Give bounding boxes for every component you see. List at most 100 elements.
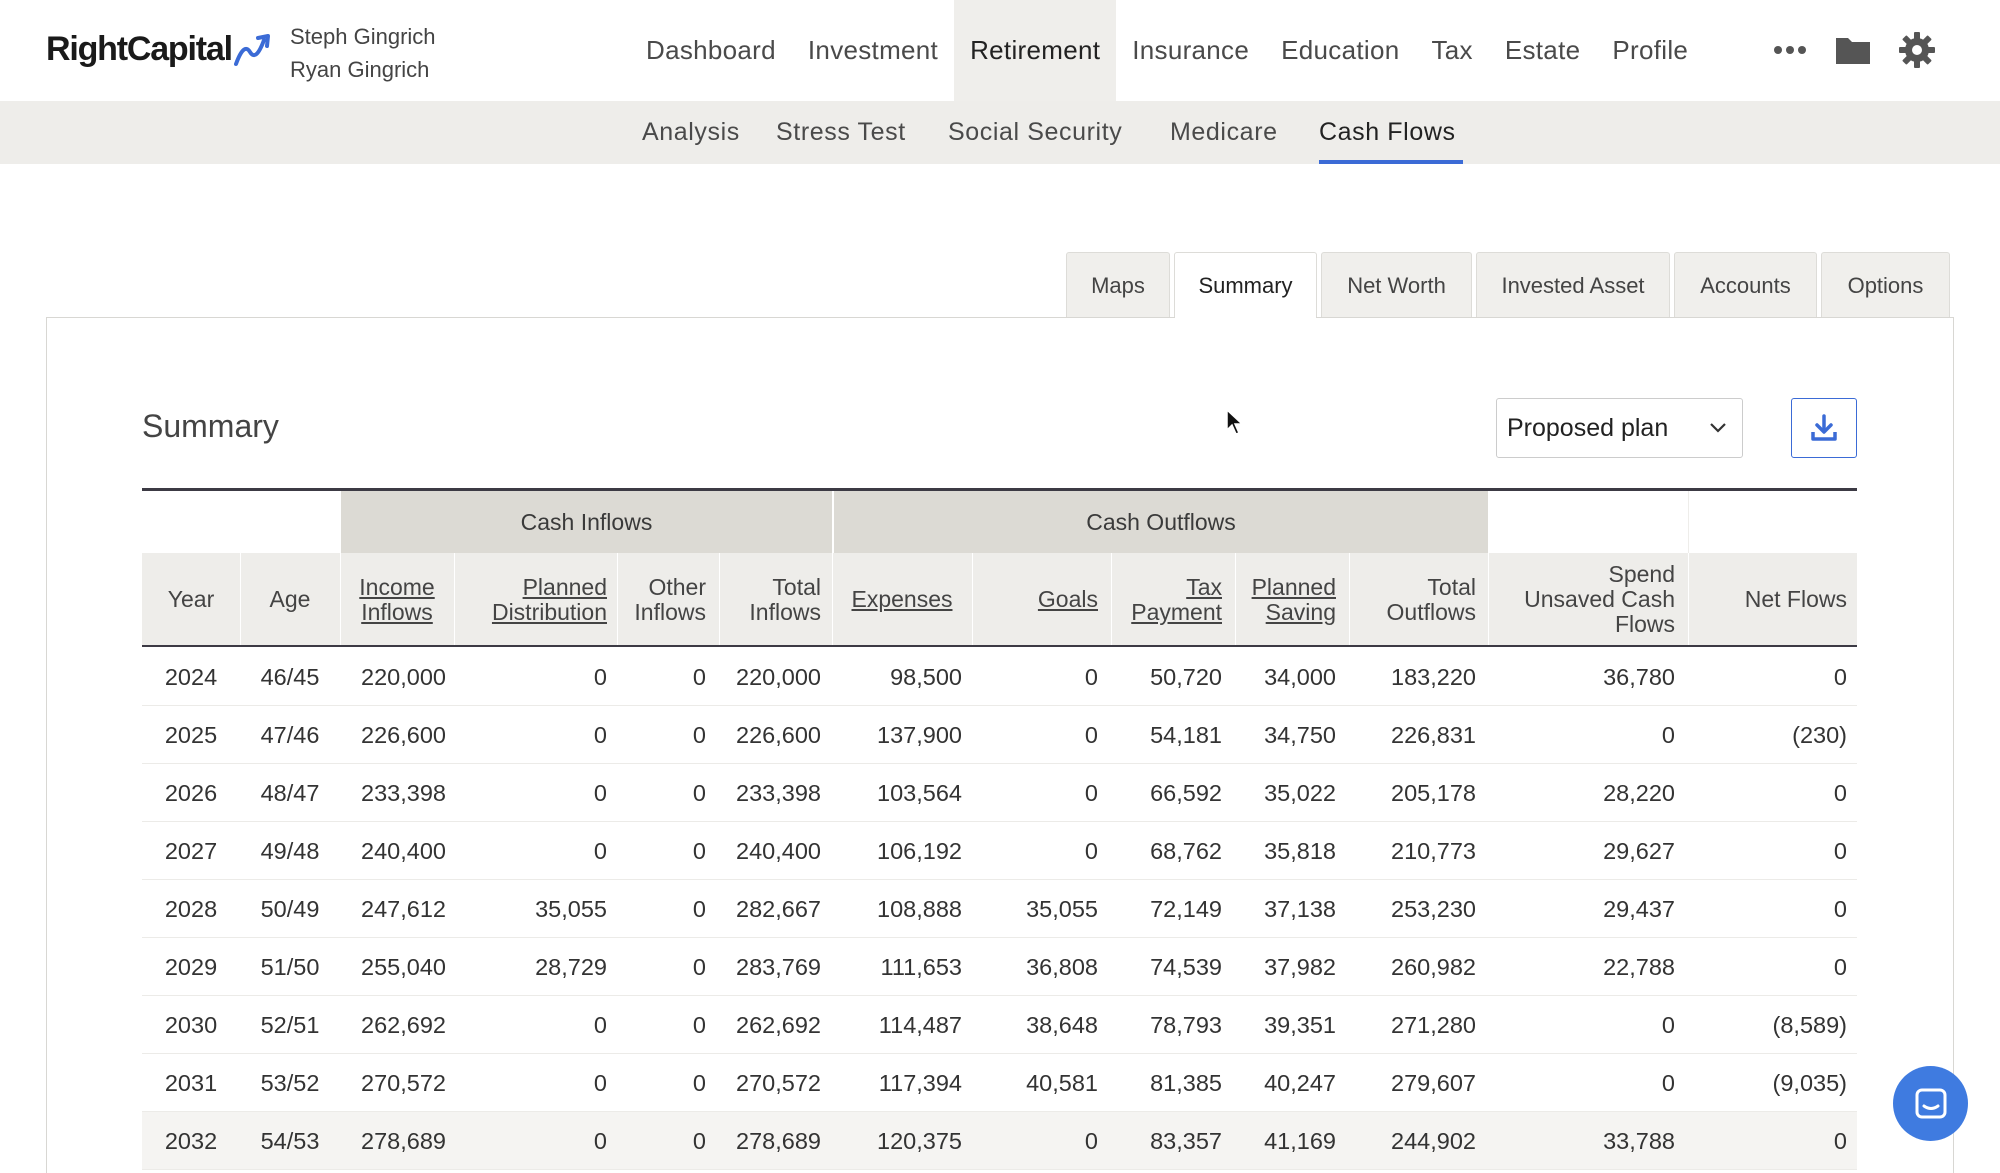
header-tax-payment-l2: Payment <box>1131 598 1222 625</box>
tab-net-worth[interactable]: Net Worth <box>1321 252 1472 318</box>
nav-education[interactable]: Education <box>1281 35 1400 65</box>
nav-investment[interactable]: Investment <box>807 35 939 65</box>
chat-launcher-button[interactable] <box>1893 1066 1968 1141</box>
more-dots-icon[interactable] <box>1772 30 1808 70</box>
nav-retirement[interactable]: Retirement <box>954 0 1117 101</box>
cell-spend-unsaved: 0 <box>1661 1011 1675 1038</box>
cell-other-inflows: 0 <box>692 779 706 806</box>
cell-total-inflows: 282,667 <box>736 895 821 922</box>
plan-select-dropdown[interactable]: Proposed plan <box>1496 398 1743 458</box>
header-total-inflows: Total Inflows <box>719 553 821 646</box>
client-names[interactable]: Steph Gingrich Ryan Gingrich <box>290 20 436 86</box>
tab-options[interactable]: Options <box>1821 252 1950 318</box>
cell-tax-payment: 78,793 <box>1150 1011 1222 1038</box>
cell-net-flows: (8,589) <box>1772 1011 1847 1038</box>
cell-income-inflows: 220,000 <box>361 663 446 690</box>
cell-year: 2031 <box>164 1069 218 1096</box>
header-sep <box>1349 553 1350 646</box>
subnav-social-security[interactable]: Social Security <box>948 118 1123 146</box>
cell-year: 2024 <box>164 663 218 690</box>
cell-planned-saving: 37,982 <box>1264 953 1336 980</box>
subnav-cash-flows[interactable]: Cash Flows <box>1319 118 1456 146</box>
cell-tax-payment: 81,385 <box>1150 1069 1222 1096</box>
cell-total-outflows: 260,982 <box>1391 953 1476 980</box>
rightcapital-logo[interactable]: RightCapital <box>46 30 274 69</box>
header-tax-payment[interactable]: Tax Payment <box>1111 553 1222 646</box>
cell-planned-saving: 35,022 <box>1264 779 1336 806</box>
logo-arrow-icon <box>233 33 270 66</box>
cell-net-flows: (230) <box>1792 721 1847 748</box>
header-goals[interactable]: Goals <box>972 553 1098 646</box>
cell-net-flows: 0 <box>1833 953 1847 980</box>
cell-goals: 35,055 <box>1026 895 1098 922</box>
header-bottom-rule <box>142 645 1857 647</box>
cell-other-inflows: 0 <box>692 1127 706 1154</box>
tab-invested-asset[interactable]: Invested Asset <box>1476 252 1670 318</box>
cell-total-outflows: 226,831 <box>1391 721 1476 748</box>
table-top-rule <box>142 488 1857 491</box>
cell-age: 48/47 <box>260 779 320 806</box>
nav-tax[interactable]: Tax <box>1431 35 1473 65</box>
cell-total-outflows: 271,280 <box>1391 1011 1476 1038</box>
header-divider <box>1688 491 1689 553</box>
header-spend-unsaved-l1: Spend <box>1608 561 1675 587</box>
cell-planned-distribution: 0 <box>593 1011 607 1038</box>
nav-insurance[interactable]: Insurance <box>1132 35 1250 65</box>
header-planned-saving[interactable]: Planned Saving <box>1235 553 1336 646</box>
cell-tax-payment: 72,149 <box>1150 895 1222 922</box>
header-age: Age <box>269 586 311 612</box>
cell-other-inflows: 0 <box>692 721 706 748</box>
cell-total-inflows: 283,769 <box>736 953 821 980</box>
cell-total-inflows: 226,600 <box>736 721 821 748</box>
header-sep <box>240 553 241 646</box>
header-planned-distribution[interactable]: Planned Distribution <box>454 553 607 646</box>
cell-other-inflows: 0 <box>692 1069 706 1096</box>
cell-total-outflows: 183,220 <box>1391 663 1476 690</box>
cell-spend-unsaved: 22,788 <box>1603 953 1675 980</box>
tab-summary[interactable]: Summary <box>1174 252 1317 319</box>
header-sep <box>1111 553 1112 646</box>
cell-total-inflows: 262,692 <box>736 1011 821 1038</box>
cell-spend-unsaved: 28,220 <box>1603 779 1675 806</box>
nav-dashboard[interactable]: Dashboard <box>646 35 776 65</box>
download-button[interactable] <box>1791 398 1857 458</box>
subnav-medicare[interactable]: Medicare <box>1170 118 1278 146</box>
cell-goals: 36,808 <box>1026 953 1098 980</box>
table-row: 2030 52/51 262,692 0 0 262,692 114,487 38,648 78… <box>142 996 1857 1054</box>
nav-estate[interactable]: Estate <box>1504 35 1581 65</box>
header-income-inflows[interactable]: Income Inflows <box>340 553 454 646</box>
subnav-stress-test[interactable]: Stress Test <box>776 118 906 146</box>
cell-income-inflows: 255,040 <box>361 953 446 980</box>
cell-age: 52/51 <box>260 1011 320 1038</box>
cell-income-inflows: 226,600 <box>361 721 446 748</box>
download-icon <box>1811 414 1837 441</box>
header-sep <box>1488 553 1489 646</box>
table-row: 2026 48/47 233,398 0 0 233,398 103,564 0 66,592 3… <box>142 764 1857 822</box>
tab-accounts[interactable]: Accounts <box>1674 252 1817 318</box>
header-total-inflows-l2: Inflows <box>749 598 821 625</box>
nav-profile[interactable]: Profile <box>1612 35 1689 65</box>
tab-maps[interactable]: Maps <box>1066 252 1170 318</box>
cell-spend-unsaved: 0 <box>1661 1069 1675 1096</box>
cell-year: 2026 <box>164 779 218 806</box>
summary-panel <box>46 317 1954 1173</box>
header-expenses[interactable]: Expenses <box>832 553 972 646</box>
header-other-inflows-l1: Other <box>648 573 706 600</box>
subnav-analysis[interactable]: Analysis <box>642 118 740 146</box>
header-sep <box>832 553 833 646</box>
cell-total-outflows: 253,230 <box>1391 895 1476 922</box>
cell-planned-saving: 34,750 <box>1264 721 1336 748</box>
cell-planned-distribution: 35,055 <box>535 895 607 922</box>
client-name-1: Steph Gingrich <box>290 24 436 49</box>
cell-net-flows: (9,035) <box>1772 1069 1847 1096</box>
cell-year: 2025 <box>164 721 218 748</box>
cell-income-inflows: 262,692 <box>361 1011 446 1038</box>
cell-income-inflows: 270,572 <box>361 1069 446 1096</box>
client-name-2: Ryan Gingrich <box>290 57 430 82</box>
cell-planned-saving: 35,818 <box>1264 837 1336 864</box>
header-net-flows: Net Flows <box>1744 586 1847 612</box>
gear-icon[interactable] <box>1898 30 1936 70</box>
cell-tax-payment: 68,762 <box>1150 837 1222 864</box>
folder-icon[interactable] <box>1835 30 1871 70</box>
cell-year: 2030 <box>164 1011 218 1038</box>
